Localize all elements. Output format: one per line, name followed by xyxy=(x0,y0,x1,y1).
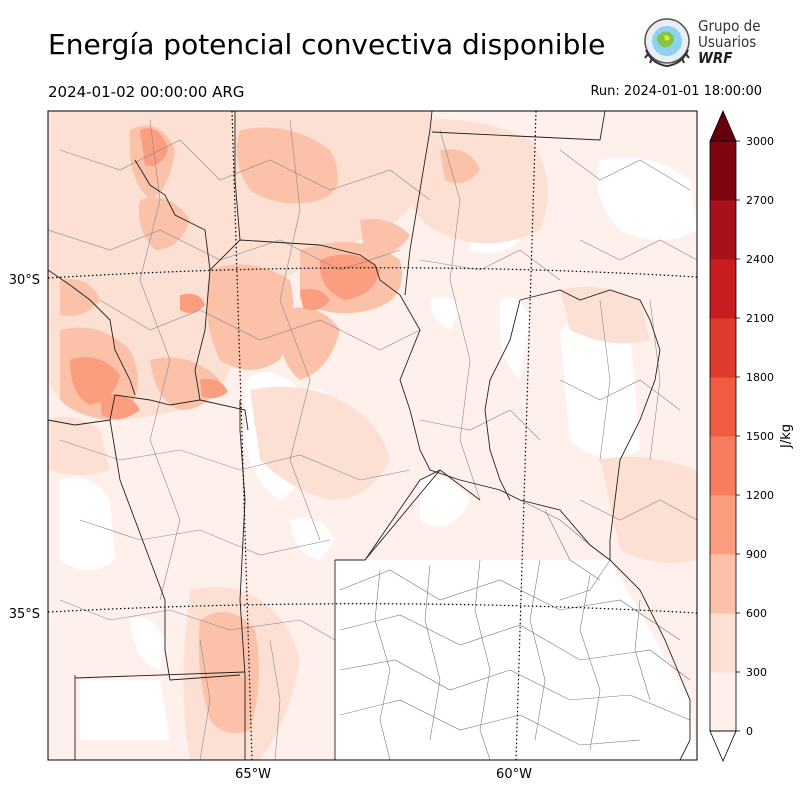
buenos-aires-partidos xyxy=(339,499,691,760)
colorbar-segment xyxy=(710,200,736,260)
colorbar-tick-label: 1800 xyxy=(746,371,774,384)
colorbar-tick-label: 300 xyxy=(746,666,767,679)
colorbar-tick-label: 1200 xyxy=(746,489,774,502)
wrf-users-logo: Grupo de Usuarios WRF xyxy=(638,14,768,74)
graticule xyxy=(48,111,697,760)
province-boundaries xyxy=(48,111,691,760)
logo-line-2: Usuarios xyxy=(698,33,757,51)
colorbar-segment xyxy=(710,377,736,437)
valid-time: 2024-01-02 00:00:00 ARG xyxy=(48,83,245,101)
colorbar-tick-label: 900 xyxy=(746,548,767,561)
colorbar-tick-label: 2400 xyxy=(746,253,774,266)
colorbar-segment xyxy=(710,318,736,378)
colorbar-segment xyxy=(710,436,736,496)
map-frame xyxy=(47,110,698,761)
colorbar-segment xyxy=(710,141,736,201)
colorbar-under-extension xyxy=(709,730,737,763)
logo-line-3: WRF xyxy=(698,49,733,67)
colorbar-segment xyxy=(710,672,736,732)
lat-label-35s: 35°S xyxy=(9,607,40,622)
colorbar-segment xyxy=(710,495,736,555)
colorbar-over-extension xyxy=(709,109,737,142)
lon-label-65w: 65°W xyxy=(235,767,271,782)
colorbar-tick-label: 2700 xyxy=(746,194,774,207)
colorbar-tick-label: 1500 xyxy=(746,430,774,443)
cape-field xyxy=(48,111,697,760)
run-time: Run: 2024-01-01 18:00:00 xyxy=(590,84,762,99)
colorbar-segment xyxy=(710,613,736,673)
logo-text: Grupo de Usuarios WRF xyxy=(698,18,761,66)
colorbar: 0 300 600 900 1200 1500 1800 2100 2400 2700 3000 xyxy=(709,109,774,763)
map-title: Energía potencial convectiva disponible xyxy=(48,28,606,61)
lon-label-60w: 60°W xyxy=(496,767,532,782)
colorbar-segment xyxy=(710,259,736,319)
colorbar-tick-label: 3000 xyxy=(746,135,774,148)
colorbar-segment xyxy=(710,554,736,614)
colorbar-tick-label: 2100 xyxy=(746,312,774,325)
lat-label-30s: 30°S xyxy=(9,273,40,288)
logo-line-1: Grupo de xyxy=(698,17,761,35)
colorbar-tick-label: 600 xyxy=(746,607,767,620)
colorbar-tick-label: 0 xyxy=(746,725,753,738)
globe-icon xyxy=(644,18,690,68)
colorbar-unit-label: J/kg xyxy=(779,424,794,449)
